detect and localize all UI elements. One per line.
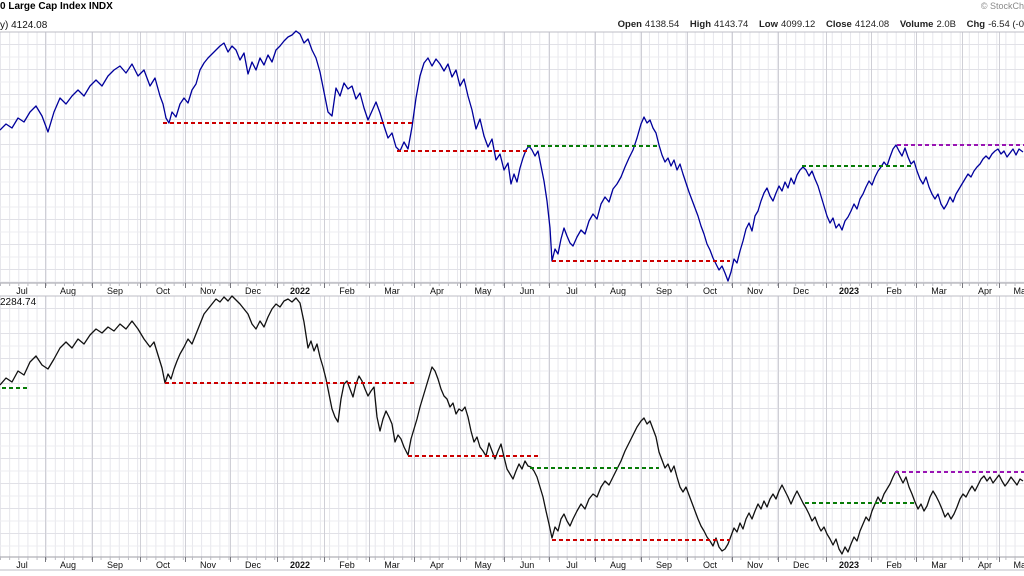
x-axis-month-label: Nov bbox=[747, 286, 764, 296]
x-axis-month-label: Nov bbox=[200, 286, 217, 296]
high-value: 4143.74 bbox=[714, 19, 749, 30]
x-axis-month-label: May bbox=[474, 560, 492, 570]
x-axis-month-label: Jun bbox=[520, 560, 535, 570]
x-axis-month-label: Mar bbox=[931, 560, 947, 570]
x-axis-month-label: Apr bbox=[430, 560, 444, 570]
x-axis-month-label: Jun bbox=[520, 286, 535, 296]
chg-value: -6.54 (-0 bbox=[988, 19, 1024, 30]
x-axis-month-label: Aug bbox=[60, 560, 76, 570]
low-label: Low bbox=[758, 19, 778, 30]
ohlc-quote-line: Open 4138.54 High 4143.74 Low 4099.12 Close… bbox=[618, 19, 1024, 30]
chg-label: Chg bbox=[966, 19, 986, 30]
x-axis-month-label: Apr bbox=[978, 286, 992, 296]
lower-panel-legend: 2284.74 bbox=[0, 297, 37, 308]
x-axis-month-label: Oct bbox=[703, 560, 718, 570]
x-axis-month-label: Feb bbox=[886, 560, 902, 570]
x-axis-month-label: Nov bbox=[747, 560, 764, 570]
upper-price-panel: Jul Aug Sep Oct Nov Dec 2022 Feb Mar Apr May Jun Jul… bbox=[0, 30, 1024, 297]
x-axis-month-label: Sep bbox=[107, 286, 123, 296]
x-axis-month-label: Feb bbox=[339, 286, 355, 296]
x-axis-month-label: Feb bbox=[886, 286, 902, 296]
close-value: 4124.08 bbox=[854, 19, 890, 30]
high-label: High bbox=[689, 19, 711, 30]
x-axis-month-label: Sep bbox=[107, 560, 123, 570]
lower-price-panel: Jul Aug Sep Oct Nov Dec 2022 Feb Mar Apr May Jun Jul… bbox=[0, 295, 1024, 571]
x-axis-month-label: Jul bbox=[16, 286, 28, 296]
x-axis-month-label: Aug bbox=[610, 560, 626, 570]
chart-title: 0 Large Cap Index INDX bbox=[0, 1, 113, 12]
upper-panel-legend: y) 4124.08 bbox=[0, 20, 48, 31]
x-axis-month-label: 2023 bbox=[839, 286, 859, 296]
x-axis-month-label: Jul bbox=[566, 286, 578, 296]
x-axis-month-label: Oct bbox=[703, 286, 718, 296]
x-axis-month-label: Dec bbox=[793, 286, 810, 296]
x-axis-month-label: May bbox=[1013, 286, 1024, 296]
x-axis-month-label: 2022 bbox=[290, 286, 310, 296]
lower-price-panel-price-line bbox=[0, 295, 1024, 555]
x-axis-month-label: Dec bbox=[793, 560, 810, 570]
low-value: 4099.12 bbox=[780, 19, 816, 30]
stockcharts-attribution: © StockCh bbox=[980, 1, 1024, 11]
x-axis-month-label: 2022 bbox=[290, 560, 310, 570]
x-axis-month-label: Mar bbox=[384, 560, 400, 570]
x-axis-month-label: Mar bbox=[384, 286, 400, 296]
volume-value: 2.0B bbox=[936, 19, 956, 30]
open-label: Open bbox=[617, 19, 642, 30]
x-axis-month-label: Jul bbox=[566, 560, 578, 570]
x-axis-month-label: Dec bbox=[245, 560, 262, 570]
x-axis-month-label: Oct bbox=[156, 560, 171, 570]
open-value: 4138.54 bbox=[644, 19, 680, 30]
x-axis-month-label: Apr bbox=[978, 560, 992, 570]
x-axis-month-label: Aug bbox=[610, 286, 626, 296]
x-axis-month-label: Oct bbox=[156, 286, 171, 296]
x-axis-month-label: 2023 bbox=[839, 560, 859, 570]
x-axis-month-label: Feb bbox=[339, 560, 355, 570]
x-axis-month-label: Mar bbox=[931, 286, 947, 296]
x-axis-month-label: May bbox=[474, 286, 492, 296]
x-axis-month-label: Apr bbox=[430, 286, 444, 296]
x-axis-month-label: Dec bbox=[245, 286, 262, 296]
volume-label: Volume bbox=[899, 19, 934, 30]
upper-price-panel-price-line bbox=[0, 30, 1024, 282]
x-axis-month-label: Nov bbox=[200, 560, 217, 570]
close-label: Close bbox=[825, 19, 852, 30]
x-axis-month-label: Sep bbox=[656, 560, 672, 570]
x-axis-month-label: Jul bbox=[16, 560, 28, 570]
x-axis-month-label: Aug bbox=[60, 286, 76, 296]
x-axis-month-label: Sep bbox=[656, 286, 672, 296]
x-axis-month-label: May bbox=[1013, 560, 1024, 570]
